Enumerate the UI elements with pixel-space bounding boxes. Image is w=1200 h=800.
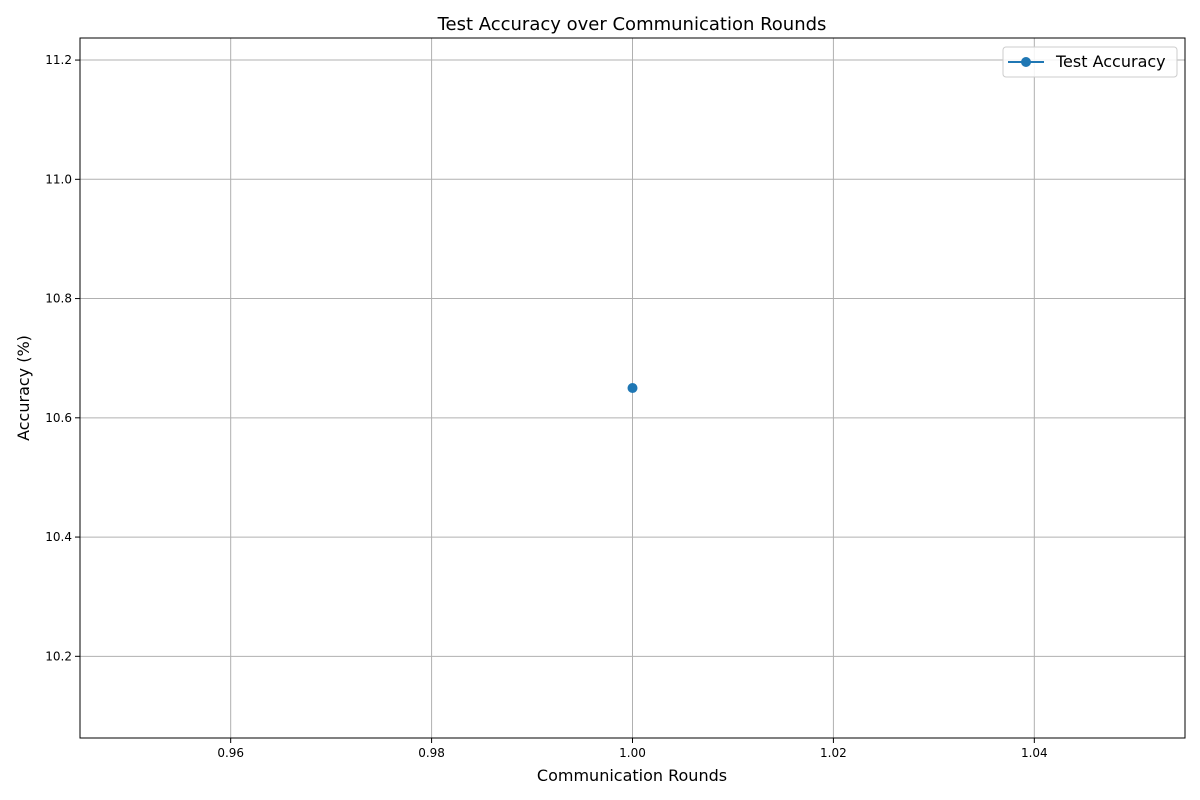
legend-label: Test Accuracy xyxy=(1055,52,1166,71)
x-tick-label: 1.00 xyxy=(619,746,646,760)
data-series xyxy=(627,383,638,393)
legend-marker xyxy=(1021,57,1031,67)
legend-box xyxy=(1002,46,1178,78)
plot-area-frame xyxy=(79,37,1186,739)
legend: Test Accuracy xyxy=(1002,46,1178,78)
x-tick-label: 0.98 xyxy=(418,746,445,760)
y-tick-label: 10.2 xyxy=(45,649,72,663)
grid-lines xyxy=(80,38,1185,738)
x-axis-label: Communication Rounds xyxy=(537,766,727,785)
x-tick-label: 0.96 xyxy=(217,746,244,760)
chart-title: Test Accuracy over Communication Rounds xyxy=(437,14,827,35)
y-tick-label: 11.0 xyxy=(45,172,72,186)
data-point xyxy=(627,383,638,393)
y-tick-label: 10.4 xyxy=(45,530,72,544)
axis-ticks: 0.96 0.98 1.00 1.02 1.04 10.2 10.4 10.6 10.8 11.0… xyxy=(45,53,1047,760)
x-tick-label: 1.04 xyxy=(1021,746,1048,760)
y-tick-label: 11.2 xyxy=(45,53,72,67)
y-tick-label: 10.6 xyxy=(45,411,72,425)
y-tick-label: 10.8 xyxy=(45,292,72,306)
y-axis-label: Accuracy (%) xyxy=(14,335,33,441)
x-tick-label: 1.02 xyxy=(820,746,847,760)
